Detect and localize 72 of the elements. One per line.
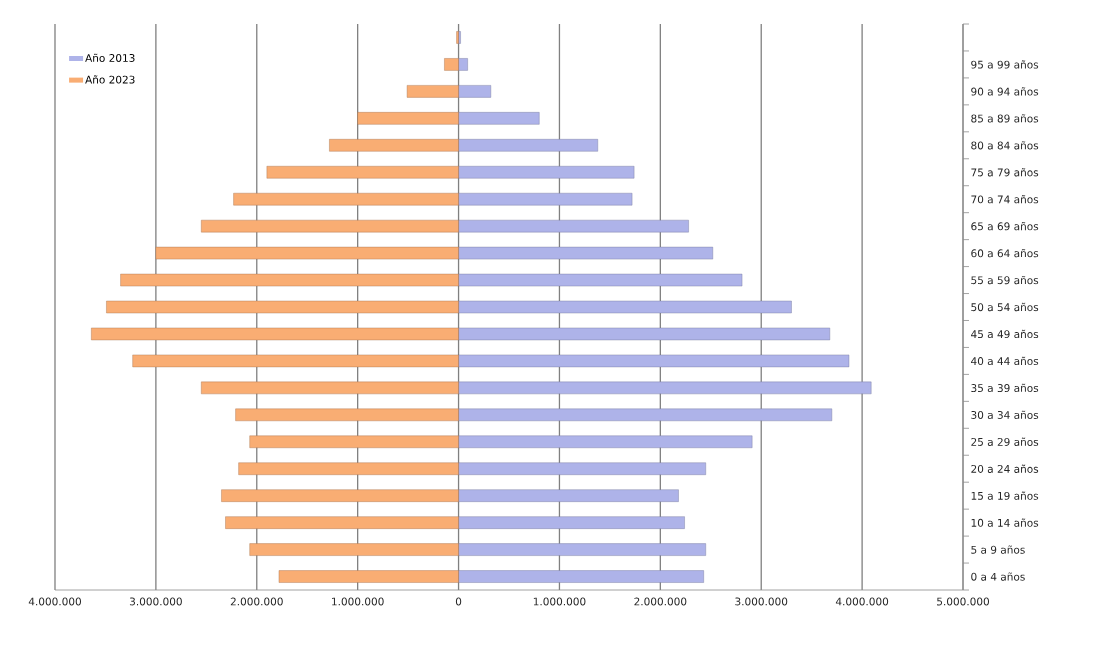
bar: [406, 85, 459, 98]
y-tick-label: 35 a 39 años: [971, 383, 1039, 393]
x-tick-label: 4.000.000: [28, 597, 82, 606]
bar: [458, 516, 685, 529]
y-tick-label: 10 a 14 años: [971, 518, 1039, 527]
y-tick-label: 55 a 59 años: [971, 275, 1039, 285]
x-tick-label: 1.000.000: [332, 597, 384, 606]
y-tick-label: 20 a 24 años: [971, 464, 1039, 473]
bar: [458, 193, 633, 206]
bar: [458, 139, 598, 152]
bar: [266, 166, 459, 179]
bar: [201, 381, 459, 395]
x-tick-label: 0: [455, 597, 462, 606]
bar: [357, 112, 459, 125]
bar: [458, 489, 679, 502]
bar: [458, 462, 706, 475]
bar: [458, 85, 492, 98]
y-tick-label: 70 a 74 años: [971, 195, 1039, 204]
y-tick-label: 50 a 54 años: [971, 302, 1039, 312]
bar: [249, 543, 459, 556]
bar: [458, 327, 831, 341]
bar: [458, 273, 743, 287]
bar: [458, 354, 850, 368]
bar: [458, 435, 753, 448]
bar: [444, 58, 459, 71]
bar: [458, 570, 704, 583]
bar: [458, 381, 872, 395]
bar: [225, 516, 459, 529]
x-tick-label: 2.000.000: [230, 597, 283, 606]
y-tick-label: 80 a 84 años: [971, 141, 1039, 150]
y-tick-label: 95 a 99 años: [971, 60, 1039, 69]
y-tick-label: 25 a 29 años: [971, 437, 1039, 446]
y-tick-label: 5 a 9 años: [971, 545, 1025, 554]
bar: [458, 58, 468, 71]
y-tick-label: 60 a 64 años: [971, 248, 1039, 258]
bar: [249, 435, 459, 448]
bar: [238, 462, 459, 475]
bar: [458, 300, 792, 314]
legend-label: Año 2023: [85, 75, 135, 84]
bar: [329, 139, 459, 152]
y-tick-label: 30 a 34 años: [971, 410, 1039, 419]
bar: [91, 327, 459, 341]
x-tick-label: 2.000.000: [634, 597, 687, 606]
bar: [458, 219, 689, 233]
y-tick-label: 45 a 49 años: [971, 329, 1039, 339]
bar: [458, 112, 540, 125]
bar: [458, 166, 635, 179]
y-tick-label: 90 a 94 años: [971, 87, 1039, 96]
bar: [235, 408, 459, 422]
y-tick-label: 75 a 79 años: [971, 168, 1039, 177]
y-tick-label: 40 a 44 años: [971, 356, 1039, 366]
bar: [458, 246, 713, 260]
y-tick-label: 0 a 4 años: [971, 572, 1025, 581]
bar: [201, 219, 459, 233]
y-tick-label: 65 a 69 años: [971, 222, 1039, 231]
x-tick-label: 3.000.000: [129, 597, 182, 606]
x-tick-label: 4.000.000: [835, 597, 889, 606]
x-tick-label: 5.000.000: [937, 597, 990, 606]
x-tick-label: 3.000.000: [735, 597, 788, 606]
bar: [458, 543, 706, 556]
bar: [120, 273, 459, 287]
y-tick-label: 85 a 89 años: [971, 114, 1039, 123]
bar: [132, 354, 459, 368]
legend-label: Año 2013: [85, 53, 135, 62]
bar: [106, 300, 459, 314]
bar: [458, 408, 833, 422]
x-tick-label: 1.000.000: [533, 597, 586, 606]
y-tick-label: 15 a 19 años: [971, 491, 1039, 500]
bar: [278, 570, 459, 583]
bar: [221, 489, 459, 502]
bar: [233, 193, 459, 206]
bar: [155, 246, 459, 260]
